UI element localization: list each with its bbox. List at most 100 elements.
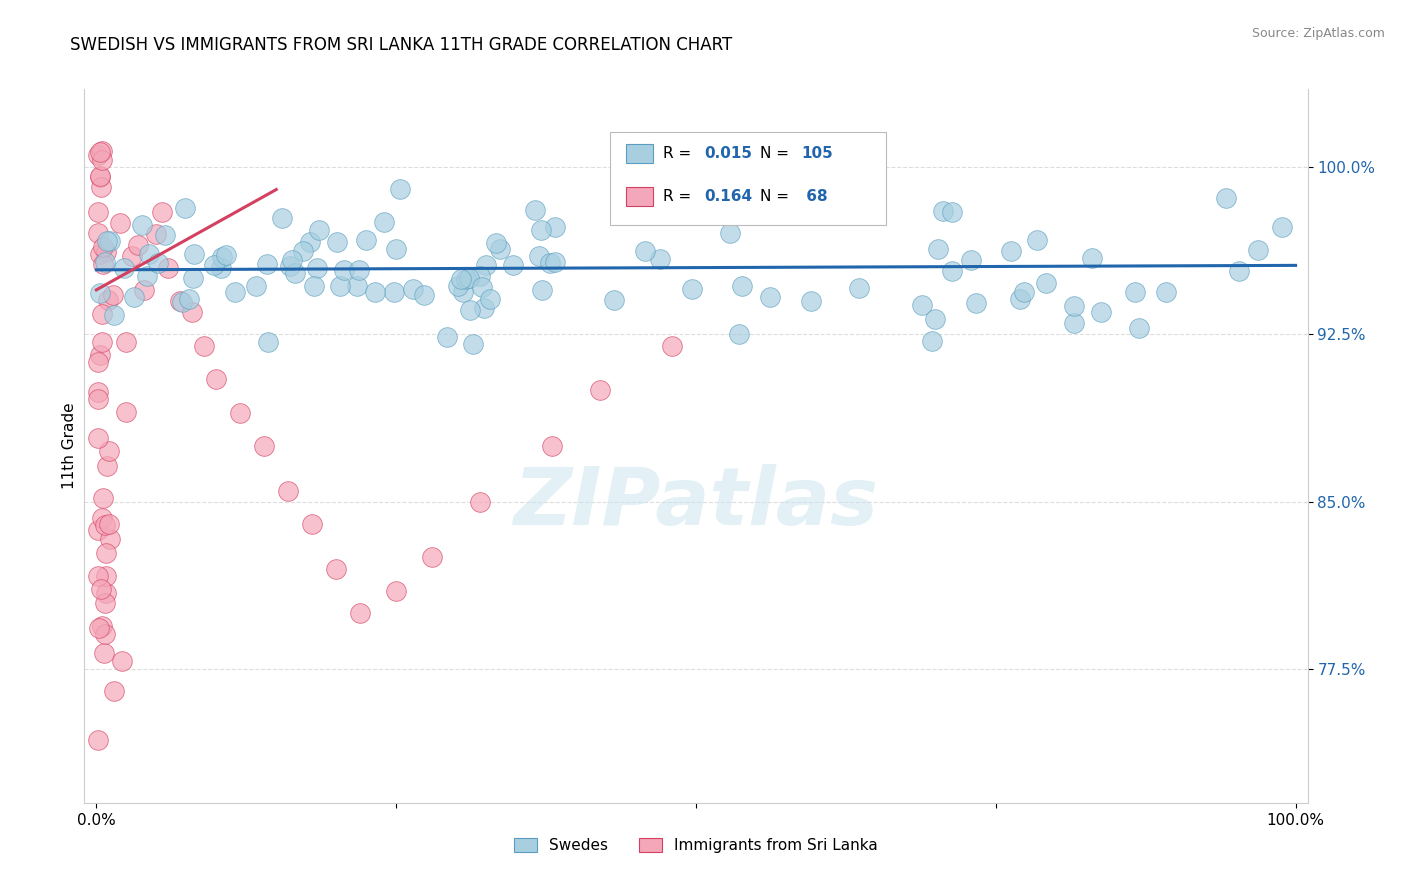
Point: [447, 279, 470, 293]
Point: [150, 204, 173, 219]
Point: [193, 338, 215, 352]
Point: [136, 268, 159, 283]
Point: [1010, 292, 1032, 306]
Point: [1154, 285, 1177, 300]
Point: [530, 223, 553, 237]
Point: [484, 236, 506, 251]
Point: [110, 216, 132, 230]
Point: [932, 203, 955, 218]
Point: [157, 260, 180, 275]
Text: SWEDISH VS IMMIGRANTS FROM SRI LANKA 11TH GRADE CORRELATION CHART: SWEDISH VS IMMIGRANTS FROM SRI LANKA 11T…: [70, 36, 733, 54]
Text: ZIPatlas: ZIPatlas: [513, 464, 879, 542]
Point: [115, 335, 138, 350]
Point: [921, 334, 943, 348]
Point: [103, 683, 125, 698]
Point: [127, 238, 149, 252]
Point: [458, 302, 481, 317]
Point: [94, 545, 117, 559]
Point: [326, 235, 349, 249]
Point: [87, 226, 110, 240]
Point: [1215, 191, 1237, 205]
Point: [91, 144, 114, 158]
Point: [461, 336, 484, 351]
Point: [96, 235, 118, 249]
Point: [245, 279, 267, 293]
Point: [634, 244, 657, 258]
Point: [103, 308, 125, 322]
Point: [304, 279, 326, 293]
Point: [90, 180, 112, 194]
Point: [98, 532, 121, 546]
Point: [115, 405, 138, 419]
Point: [202, 259, 225, 273]
Point: [681, 282, 703, 296]
Point: [91, 240, 114, 254]
Point: [661, 338, 683, 352]
Point: [1128, 320, 1150, 334]
Point: [941, 204, 963, 219]
Point: [1090, 305, 1112, 319]
Point: [1025, 233, 1047, 247]
Point: [86, 569, 108, 583]
Point: [100, 234, 122, 248]
Text: R =: R =: [664, 146, 696, 161]
Point: [454, 272, 477, 286]
Point: [291, 244, 314, 258]
Point: [229, 405, 252, 419]
Point: [527, 249, 550, 263]
Point: [96, 458, 118, 473]
Point: [731, 279, 754, 293]
Point: [89, 170, 111, 185]
Point: [1123, 285, 1146, 299]
Point: [91, 491, 114, 506]
Point: [170, 295, 193, 310]
Text: R =: R =: [664, 189, 696, 203]
Text: 0.015: 0.015: [704, 146, 752, 161]
Point: [224, 285, 246, 299]
Point: [328, 278, 350, 293]
Point: [215, 248, 238, 262]
Point: [86, 148, 108, 162]
Point: [450, 271, 472, 285]
Point: [124, 290, 146, 304]
Point: [183, 247, 205, 261]
Point: [538, 256, 561, 270]
Point: [965, 296, 987, 310]
Point: [91, 153, 114, 167]
Point: [153, 227, 176, 242]
Point: [346, 279, 368, 293]
Point: [924, 311, 946, 326]
Point: [94, 254, 117, 268]
Point: [90, 334, 112, 349]
Point: [98, 444, 121, 458]
Point: [86, 733, 108, 747]
Point: [209, 261, 232, 276]
Point: [94, 596, 117, 610]
Legend: Swedes, Immigrants from Sri Lanka: Swedes, Immigrants from Sri Lanka: [508, 832, 884, 859]
Point: [86, 431, 108, 445]
Point: [179, 292, 201, 306]
Point: [284, 266, 307, 280]
Point: [301, 516, 323, 531]
Text: 0.164: 0.164: [704, 189, 752, 203]
Point: [111, 654, 134, 668]
Point: [121, 249, 143, 263]
Text: 68: 68: [801, 189, 828, 203]
Point: [759, 289, 782, 303]
Point: [333, 263, 356, 277]
Point: [1063, 316, 1085, 330]
Point: [211, 251, 233, 265]
Point: [86, 392, 108, 406]
Point: [413, 288, 436, 302]
Bar: [626, 145, 654, 162]
Point: [90, 619, 112, 633]
Text: N =: N =: [759, 146, 793, 161]
Text: Source: ZipAtlas.com: Source: ZipAtlas.com: [1251, 27, 1385, 40]
Point: [354, 233, 377, 247]
Point: [169, 293, 191, 308]
Point: [90, 307, 112, 321]
Point: [451, 285, 474, 299]
Point: [94, 586, 117, 600]
Point: [530, 283, 553, 297]
Point: [281, 253, 304, 268]
